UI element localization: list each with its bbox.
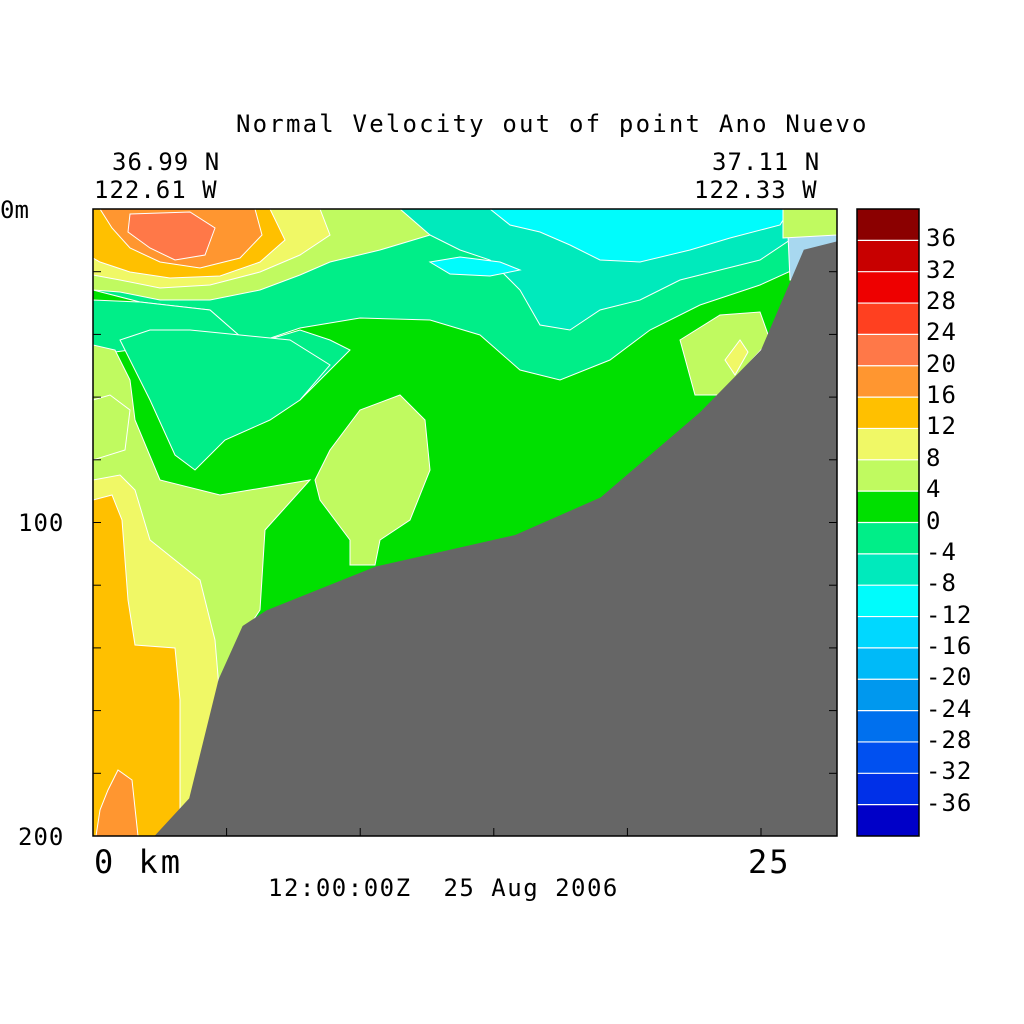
x-axis-ticks	[226, 828, 762, 836]
y-tick-label-0: 0m	[0, 196, 29, 224]
colorbar-label--20: -20	[926, 663, 973, 692]
colorbar-label-4: 4	[926, 475, 942, 504]
colorbar-label-36: 36	[926, 224, 957, 253]
colorbar-label--16: -16	[926, 631, 973, 660]
colorbar-label--36: -36	[926, 788, 973, 817]
band-neg4-to-0-lobe	[119, 329, 331, 471]
left-corner-latitude: 36.99 N	[112, 148, 221, 176]
right-corner-latitude: 37.11 N	[712, 148, 821, 176]
colorbar-band--28-to--24	[857, 710, 919, 743]
colorbar-label-12: 12	[926, 412, 957, 441]
colorbar-band-32-to-36	[857, 240, 919, 273]
colorbar-label--32: -32	[926, 757, 973, 786]
colorbar-label-32: 32	[926, 255, 957, 284]
colorbar-band-24-to-28	[857, 303, 919, 335]
colorbar-band-0-to-4	[857, 491, 919, 523]
y-tick-label-200: 200	[18, 823, 65, 851]
colorbar-band--40-to--36	[857, 804, 919, 837]
colorbar-label--24: -24	[926, 694, 973, 723]
y-axis-ticks	[93, 271, 837, 774]
band-warm-20-to-24	[127, 211, 216, 261]
band-neg12-to-neg8-spot	[428, 256, 522, 277]
colorbar	[856, 208, 920, 837]
colorbar-band-8-to-12	[857, 428, 919, 461]
band-deep-4-to-8-left	[93, 394, 131, 461]
y-tick-label-100: 100	[18, 509, 65, 537]
colorbar-band-36-to-40	[857, 209, 919, 241]
colorbar-band-28-to-32	[857, 271, 919, 304]
colorbar-band--16-to--12	[857, 616, 919, 649]
x-tick-label-0: 0 km	[94, 843, 184, 881]
colorbar-label-24: 24	[926, 318, 957, 347]
colorbar-band--20-to--16	[857, 647, 919, 680]
colorbar-band--12-to--8	[857, 585, 919, 618]
left-corner-longitude: 122.61 W	[94, 176, 218, 204]
colorbar-band--36-to--32	[857, 773, 919, 806]
colorbar-band-4-to-8	[857, 459, 919, 492]
colorbar-label-8: 8	[926, 443, 942, 472]
band-deep-16-to-20	[95, 769, 139, 836]
chart-title: Normal Velocity out of point Ano Nuevo	[236, 110, 869, 138]
colorbar-label--28: -28	[926, 725, 973, 754]
colorbar-band-16-to-20	[857, 365, 919, 398]
band-corner-warm	[782, 209, 837, 239]
band-lobe-4-to-8	[314, 394, 431, 566]
colorbar-band-20-to-24	[857, 334, 919, 367]
bathymetry-seafloor	[154, 240, 837, 836]
band-deep-12-to-16	[93, 494, 181, 836]
colorbar-label--4: -4	[926, 537, 957, 566]
right-corner-longitude: 122.33 W	[694, 176, 818, 204]
colorbar-label-16: 16	[926, 381, 957, 410]
colorbar-label-20: 20	[926, 349, 957, 378]
colorbar-band--32-to--28	[857, 741, 919, 774]
colorbar-frame	[856, 208, 920, 837]
colorbar-label--12: -12	[926, 600, 973, 629]
colorbar-label-0: 0	[926, 506, 942, 535]
colorbar-band-12-to-16	[857, 397, 919, 429]
band-lobe-8-to-12-b	[724, 339, 749, 376]
colorbar-band--24-to--20	[857, 679, 919, 712]
colorbar-band--4-to-0	[857, 522, 919, 555]
timestamp: 12:00:00Z 25 Aug 2006	[268, 874, 619, 902]
colorbar-label--8: -8	[926, 569, 957, 598]
colorbar-label-28: 28	[926, 287, 957, 316]
colorbar-band--8-to--4	[857, 553, 919, 586]
x-tick-label-25: 25	[748, 843, 791, 881]
